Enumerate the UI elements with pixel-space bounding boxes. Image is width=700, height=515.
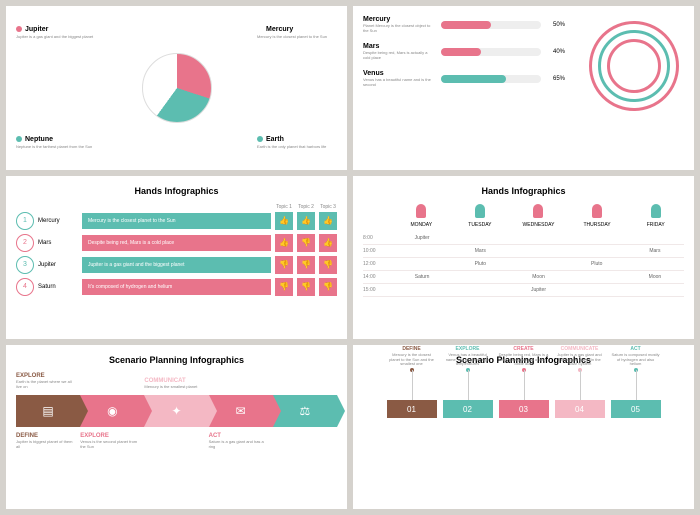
legend-item: EarthEarth is the only planet that harbo…: [257, 136, 337, 150]
concentric-rings: [589, 21, 679, 111]
slide-numbered-bars: Scenario Planning Infographics DEFINEMer…: [353, 345, 694, 509]
legend-item: NeptuneNeptune is the farthest planet fr…: [16, 136, 96, 150]
chain-step: ◉EXPLOREVenus is the second planet from …: [80, 395, 144, 427]
slide-progress: MercuryPlanet Mercury is the closest obj…: [353, 6, 694, 170]
day-header: MONDAY: [393, 204, 450, 228]
slide-thumbs-table: Hands Infographics Topic 1Topic 2Topic 3…: [6, 176, 347, 340]
chain-step: ✦COMMUNICATMercury is the smallest plane…: [144, 395, 208, 427]
table-row: 2MarsDespite being red, Mars is a cold p…: [16, 234, 337, 252]
slide-schedule: Hands Infographics MONDAYTUESDAYWEDNESDA…: [353, 176, 694, 340]
table-row: 4SaturnIt's composed of hydrogen and hel…: [16, 278, 337, 296]
numbered-item: EXPLOREVenus has a beautiful name, but a…: [443, 400, 493, 418]
slide-pie-hands: JupiterJupiter is a gas giant and the bi…: [6, 6, 347, 170]
slide-title: Hands Infographics: [16, 186, 337, 196]
schedule-row: 15:00Jupiter: [363, 284, 684, 297]
pie-chart: [142, 53, 212, 123]
day-header: TUESDAY: [452, 204, 509, 228]
chain-step: ⚖: [273, 395, 337, 427]
arrow-chain: ▤EXPLOREEarth is the planet where we all…: [16, 395, 337, 427]
schedule-row: 10:00MarsMars: [363, 245, 684, 258]
numbered-item: ACTSaturn is composed mostly of hydrogen…: [611, 400, 661, 418]
schedule-row: 8:00Jupiter: [363, 232, 684, 245]
legend-item: JupiterJupiter is a gas giant and the bi…: [16, 26, 96, 40]
table-row: 3JupiterJupiter is a gas giant and the b…: [16, 256, 337, 274]
slide-title: Hands Infographics: [363, 186, 684, 196]
chain-step: ✉ACTSaturn is a gas giant and has a ring: [209, 395, 273, 427]
chain-step: ▤EXPLOREEarth is the planet where we all…: [16, 395, 80, 427]
table-row: 1MercuryMercury is the closest planet to…: [16, 212, 337, 230]
numbered-item: CREATEDespite being red, Mars is a very …: [499, 400, 549, 418]
day-header: FRIDAY: [627, 204, 684, 228]
numbered-items: DEFINEMercury is the closest planet to t…: [363, 400, 684, 418]
numbered-item: COMMUNICATEJupiter is a gas giant and th…: [555, 400, 605, 418]
topics-header: Topic 1Topic 2Topic 3: [16, 204, 337, 210]
slide-arrow-chain: Scenario Planning Infographics ▤EXPLOREE…: [6, 345, 347, 509]
legend-item: MercuryMercury is the closest planet to …: [257, 26, 337, 40]
day-header: THURSDAY: [569, 204, 626, 228]
slide-title: Scenario Planning Infographics: [16, 355, 337, 365]
schedule-row: 14:00SaturnMoonMoon: [363, 271, 684, 284]
numbered-item: DEFINEMercury is the closest planet to t…: [387, 400, 437, 418]
schedule-row: 12:00PlutoPluto: [363, 258, 684, 271]
day-header: WEDNESDAY: [510, 204, 567, 228]
